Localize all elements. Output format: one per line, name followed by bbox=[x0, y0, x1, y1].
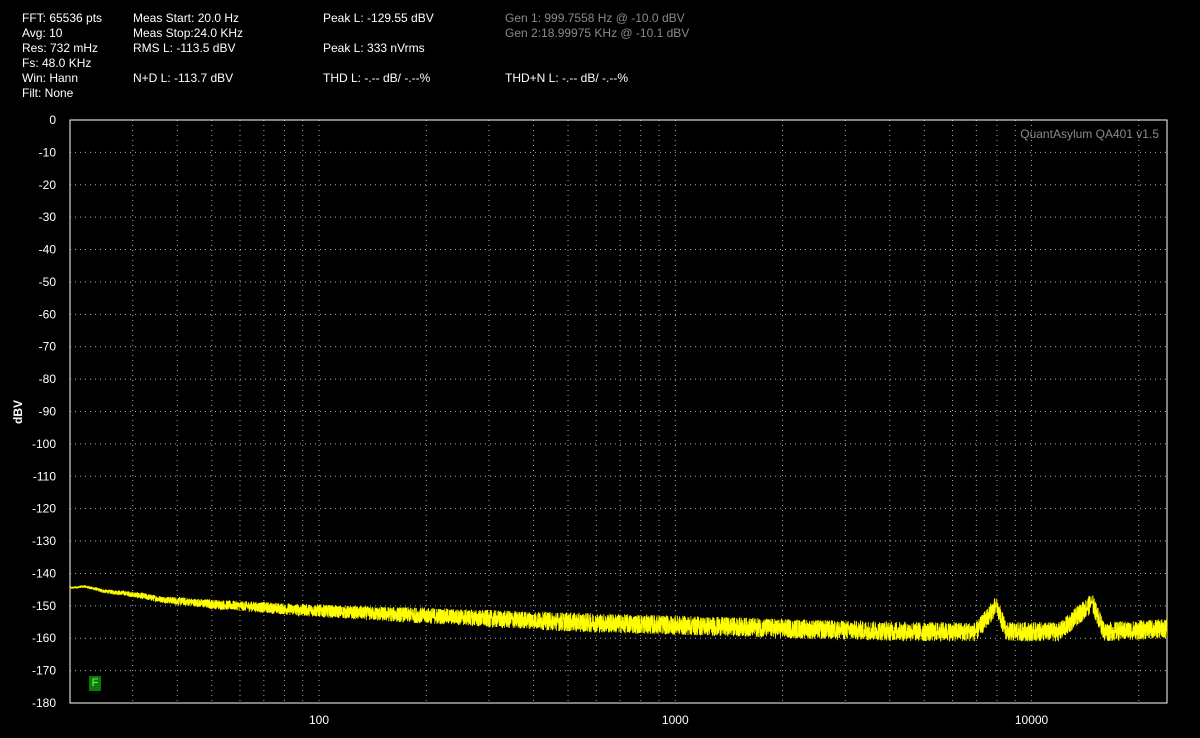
window-readout: Win: Hann bbox=[22, 71, 79, 85]
y-tick-label: -130 bbox=[32, 534, 56, 548]
y-tick-label: -60 bbox=[39, 307, 57, 321]
y-tick-label: -10 bbox=[39, 145, 57, 159]
filter-readout: Filt: None bbox=[22, 86, 74, 100]
spectrum-trace bbox=[69, 584, 1168, 642]
y-tick-label: -30 bbox=[39, 210, 57, 224]
sample-rate-readout: Fs: 48.0 KHz bbox=[22, 56, 92, 70]
y-tick-label: -80 bbox=[39, 372, 57, 386]
y-tick-label: -110 bbox=[33, 469, 56, 483]
y-tick-label: 0 bbox=[49, 113, 56, 127]
meas-start-readout: Meas Start: 20.0 Hz bbox=[133, 11, 240, 25]
y-tick-label: -120 bbox=[32, 502, 56, 516]
generator-2-readout: Gen 2:18.99975 KHz @ -10.1 dBV bbox=[505, 26, 690, 40]
rms-readout: RMS L: -113.5 dBV bbox=[133, 41, 236, 55]
y-tick-label: -180 bbox=[32, 696, 56, 710]
y-tick-label: -90 bbox=[39, 405, 57, 419]
y-tick-label: -20 bbox=[39, 178, 57, 192]
y-tick-label: -160 bbox=[32, 631, 56, 645]
y-tick-label: -40 bbox=[39, 243, 57, 257]
watermark-label: QuantAsylum QA401 v1.5 bbox=[1020, 127, 1159, 141]
resolution-readout: Res: 732 mHz bbox=[22, 41, 99, 55]
peak-vrms-readout: Peak L: 333 nVrms bbox=[323, 41, 425, 55]
spectrum-trace-group bbox=[69, 584, 1168, 642]
fft-size-readout: FFT: 65536 pts bbox=[22, 11, 103, 25]
meas-stop-readout: Meas Stop:24.0 KHz bbox=[133, 26, 244, 40]
generator-1-readout: Gen 1: 999.7558 Hz @ -10.0 dBV bbox=[505, 11, 685, 25]
x-tick-label: 100 bbox=[309, 713, 329, 727]
noise-distortion-readout: N+D L: -113.7 dBV bbox=[133, 71, 234, 85]
y-tick-label: -50 bbox=[39, 275, 57, 289]
averages-readout: Avg: 10 bbox=[22, 26, 63, 40]
y-tick-label: -70 bbox=[39, 340, 57, 354]
x-tick-label: 1000 bbox=[662, 713, 689, 727]
y-axis-ticks: 0 -10 -20 -30 -40 -50 -60 -70 -80 -90 -100 -110 -120… bbox=[32, 113, 56, 710]
y-tick-label: -100 bbox=[32, 437, 56, 451]
y-tick-label: -140 bbox=[32, 566, 56, 580]
y-tick-label: -170 bbox=[32, 664, 56, 678]
x-axis-ticks: 100 1000 10000 bbox=[309, 713, 1049, 727]
thd-readout: THD L: -.-- dB/ -.--% bbox=[323, 71, 431, 85]
peak-dbv-readout: Peak L: -129.55 dBV bbox=[323, 11, 434, 25]
y-tick-label: -150 bbox=[32, 599, 56, 613]
y-axis-label: dBV bbox=[11, 400, 25, 424]
thd-n-readout: THD+N L: -.-- dB/ -.--% bbox=[505, 71, 629, 85]
plot-frame bbox=[69, 119, 1168, 704]
f-marker-badge[interactable]: F bbox=[89, 676, 101, 691]
x-tick-label: 10000 bbox=[1015, 713, 1049, 727]
